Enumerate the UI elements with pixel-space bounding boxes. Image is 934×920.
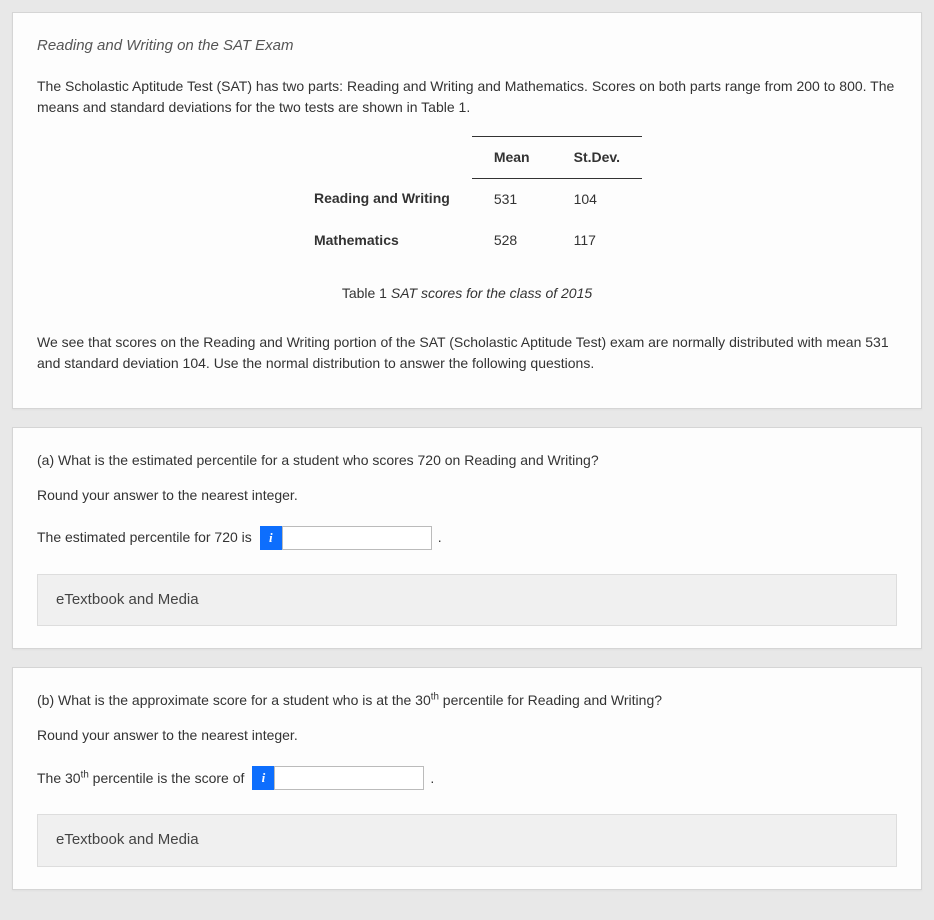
answer-a-period: . (438, 527, 442, 548)
cell-mean: 528 (472, 220, 552, 261)
answer-b-prefix: The 30th percentile is the score of (37, 768, 244, 789)
stats-table: Mean St.Dev. Reading and Writing 531 104… (292, 136, 642, 261)
cell-mean: 531 (472, 178, 552, 220)
problem-title: Reading and Writing on the SAT Exam (37, 35, 897, 58)
table-row: Reading and Writing 531 104 (292, 178, 642, 220)
info-icon[interactable]: i (252, 766, 274, 790)
answer-a-input[interactable] (282, 526, 432, 550)
answer-b-period: . (430, 768, 434, 789)
question-b-post: percentile for Reading and Writing? (439, 692, 662, 708)
th-blank (292, 136, 472, 178)
question-a-card: (a) What is the estimated percentile for… (12, 427, 922, 650)
intro-closing: We see that scores on the Reading and Wr… (37, 332, 897, 374)
answer-row-b: The 30th percentile is the score of i . (37, 766, 897, 790)
cell-stdev: 117 (552, 220, 642, 261)
info-icon[interactable]: i (260, 526, 282, 550)
question-a-text: (a) What is the estimated percentile for… (37, 450, 897, 471)
question-b-pre: (b) What is the approximate score for a … (37, 692, 431, 708)
answer-b-input[interactable] (274, 766, 424, 790)
caption-desc: SAT scores for the class of 2015 (391, 285, 592, 301)
answer-b-post: percentile is the score of (89, 770, 245, 786)
question-b-text: (b) What is the approximate score for a … (37, 690, 897, 711)
th-mean: Mean (472, 136, 552, 178)
cell-label: Reading and Writing (292, 178, 472, 220)
cell-stdev: 104 (552, 178, 642, 220)
intro-card: Reading and Writing on the SAT Exam The … (12, 12, 922, 409)
question-b-sup: th (431, 691, 439, 702)
answer-b-pre: The 30 (37, 770, 81, 786)
etextbook-button[interactable]: eTextbook and Media (37, 814, 897, 867)
answer-row-a: The estimated percentile for 720 is i . (37, 526, 897, 550)
round-note-b: Round your answer to the nearest integer… (37, 725, 897, 746)
answer-b-sup: th (81, 769, 89, 780)
question-b-card: (b) What is the approximate score for a … (12, 667, 922, 890)
answer-a-prefix: The estimated percentile for 720 is (37, 527, 252, 548)
etextbook-button[interactable]: eTextbook and Media (37, 574, 897, 627)
table-row: Mathematics 528 117 (292, 220, 642, 261)
cell-label: Mathematics (292, 220, 472, 261)
table-header-row: Mean St.Dev. (292, 136, 642, 178)
intro-paragraph: The Scholastic Aptitude Test (SAT) has t… (37, 76, 897, 118)
caption-label: Table 1 (342, 285, 391, 301)
th-stdev: St.Dev. (552, 136, 642, 178)
table-caption: Table 1 SAT scores for the class of 2015 (37, 283, 897, 304)
round-note-a: Round your answer to the nearest integer… (37, 485, 897, 506)
